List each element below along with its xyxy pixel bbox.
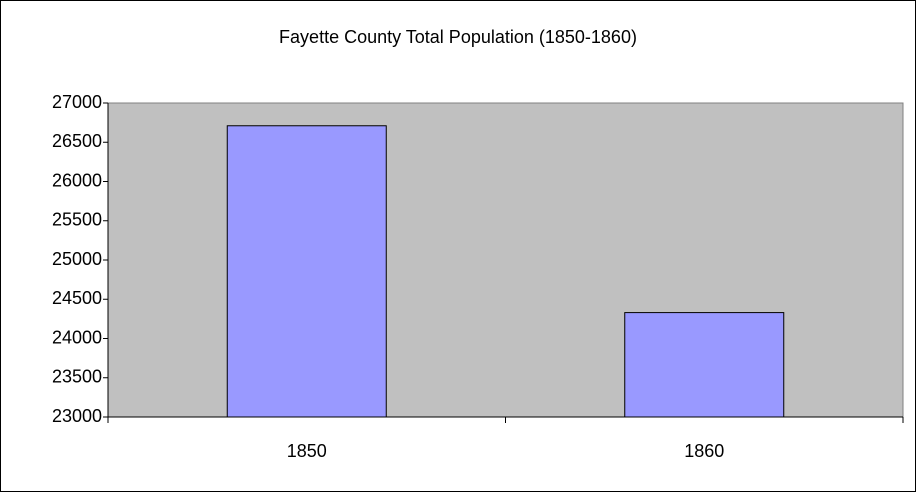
y-tick-label: 25500 [52,210,102,230]
y-tick-label: 26000 [52,170,102,190]
y-tick-label: 23500 [52,367,102,387]
y-tick-label: 24000 [52,327,102,347]
y-tick-label: 23000 [52,406,102,426]
y-tick-label: 26500 [52,131,102,151]
y-tick-label: 25000 [52,249,102,269]
x-tick-label: 1850 [287,441,327,461]
y-tick-label: 24500 [52,288,102,308]
x-tick-label: 1860 [684,441,724,461]
y-tick-label: 27000 [52,92,102,112]
bar [226,125,387,418]
chart-title: Fayette County Total Population (1850-18… [279,27,637,47]
bar [624,312,785,418]
